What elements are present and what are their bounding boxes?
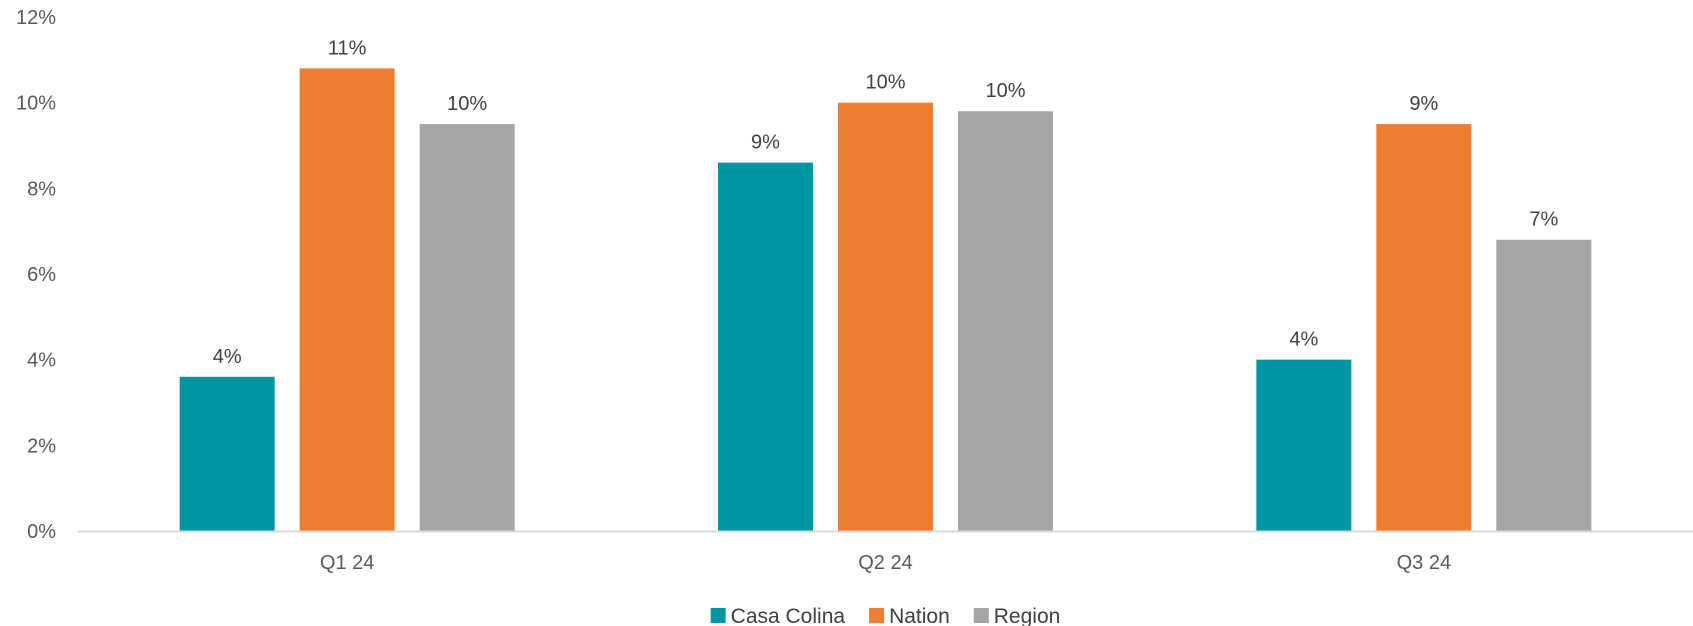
legend-item: Casa Colina	[710, 605, 846, 626]
y-tick-label: 6%	[27, 264, 56, 286]
data-label: 9%	[1409, 93, 1438, 115]
bar-nation	[1376, 124, 1472, 531]
data-label: 10%	[985, 80, 1025, 102]
bar-nation	[299, 68, 395, 532]
bar-region	[958, 111, 1053, 531]
y-tick-label: 8%	[27, 178, 56, 200]
bars	[179, 68, 1592, 532]
legend-item: Region	[973, 605, 1061, 626]
legend-swatch	[710, 608, 726, 623]
legend-label: Region	[994, 605, 1061, 626]
x-tick-label: Q2 24	[858, 552, 912, 574]
legend: Casa Colina Nation Region	[710, 605, 1061, 626]
legend-swatch	[973, 608, 989, 623]
legend-label: Nation	[889, 605, 950, 626]
legend-label: Casa Colina	[731, 605, 846, 626]
data-label: 10%	[447, 93, 487, 115]
x-axis: Q1 24 Q2 24 Q3 24	[320, 552, 1451, 574]
x-tick-label: Q1 24	[320, 552, 374, 574]
y-tick-label: 10%	[16, 93, 56, 115]
data-label: 7%	[1529, 209, 1558, 231]
y-tick-label: 12%	[16, 7, 56, 29]
legend-swatch	[869, 608, 885, 623]
data-label: 11%	[328, 37, 367, 59]
data-label: 4%	[213, 346, 242, 368]
y-tick-label: 2%	[27, 435, 56, 457]
bar-casa-colina	[1256, 359, 1352, 531]
bar-nation	[838, 102, 933, 532]
y-axis: 0% 2% 4% 6% 8% 10% 12%	[16, 7, 56, 543]
data-label: 9%	[751, 132, 780, 154]
bar-casa-colina	[718, 162, 813, 531]
data-label: 4%	[1289, 329, 1318, 351]
data-label: 10%	[865, 72, 905, 94]
bar-region	[419, 124, 515, 531]
bar-region	[1496, 239, 1592, 531]
bar-casa-colina	[179, 376, 275, 531]
x-tick-label: Q3 24	[1397, 552, 1451, 574]
y-tick-label: 0%	[27, 521, 56, 543]
y-tick-label: 4%	[27, 350, 56, 372]
legend-item: Nation	[869, 605, 950, 626]
data-labels: 4% 11% 10% 9% 10% 10% 4% 9% 7%	[213, 37, 1559, 367]
